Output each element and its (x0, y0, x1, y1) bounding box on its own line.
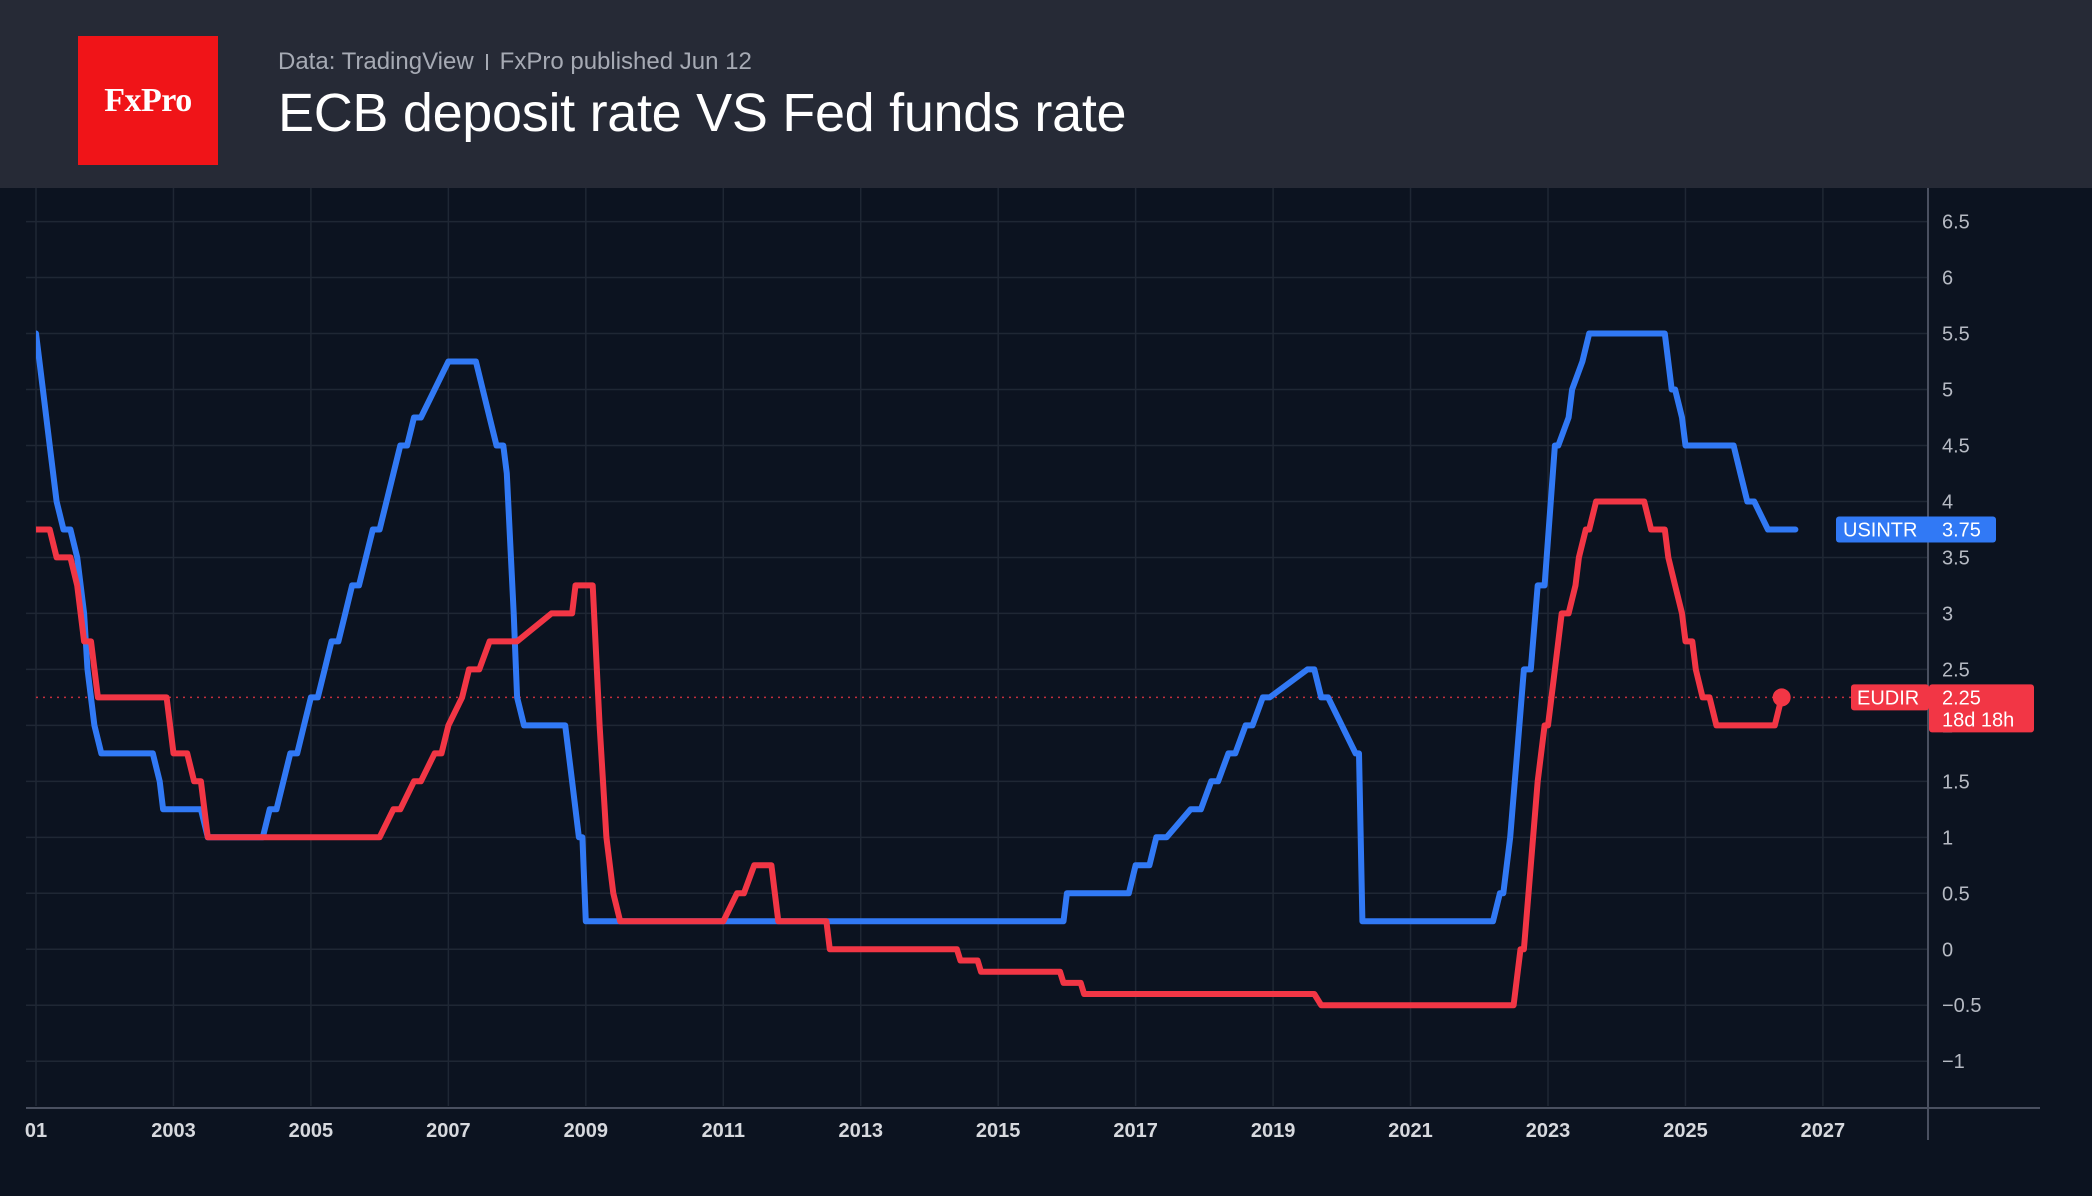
x-tick-label: 2009 (564, 1120, 609, 1142)
line-chart[interactable]: 6.565.554.543.532.521.510.50−0.5−1012003… (0, 188, 2092, 1196)
eudir-badge-value: 2.25 (1942, 687, 1981, 709)
x-tick-label: 2017 (1113, 1120, 1158, 1142)
x-tick-label: 2011 (702, 1120, 745, 1142)
y-tick-label: −1 (1942, 1051, 1965, 1073)
x-tick-label: 01 (25, 1120, 47, 1142)
y-tick-label: 5.5 (1942, 324, 1970, 346)
usintr-badge-value: 3.75 (1942, 519, 1981, 541)
data-source: Data: TradingView (278, 48, 474, 75)
chart-title: ECB deposit rate VS Fed funds rate (278, 83, 1127, 143)
chart-header: FxPro Data: TradingView FxPro published … (0, 0, 2092, 188)
y-tick-label: 5 (1942, 380, 1953, 402)
eudir-badge-name: EUDIR (1857, 687, 1919, 709)
separator (485, 54, 488, 70)
y-tick-label: 1 (1942, 827, 1953, 849)
x-tick-label: 2019 (1251, 1120, 1296, 1142)
eudir-last-point (1772, 688, 1791, 707)
series-group (36, 330, 1799, 1009)
eudir-badge-value-bg (1929, 684, 2034, 733)
x-tick-label: 2025 (1663, 1120, 1708, 1142)
usintr-line (36, 330, 1799, 925)
usintr-badge-name: USINTR (1843, 519, 1917, 541)
y-tick-label: 1.5 (1942, 771, 1970, 793)
logo-text: FxPro (104, 81, 192, 119)
y-tick-label: 0 (1942, 939, 1953, 961)
source-line: Data: TradingView FxPro published Jun 12 (278, 48, 752, 76)
eudir-line (36, 498, 1785, 1009)
x-tick-label: 2005 (289, 1120, 334, 1142)
published-date: FxPro published Jun 12 (499, 48, 752, 75)
y-tick-label: 0.5 (1942, 883, 1970, 905)
x-tick-label: 2021 (1388, 1120, 1433, 1142)
x-tick-label: 2023 (1526, 1120, 1571, 1142)
usintr-badge-bg (1836, 516, 1996, 543)
y-tick-label: 3.5 (1942, 547, 1970, 569)
x-tick-label: 2013 (838, 1120, 883, 1142)
x-tick-label: 2027 (1801, 1120, 1846, 1142)
y-tick-label: 6.5 (1942, 212, 1970, 234)
eudir-badge-countdown: 18d 18h (1942, 709, 2014, 731)
x-tick-label: 2015 (976, 1120, 1021, 1142)
x-tick-label: 2007 (426, 1120, 471, 1142)
y-tick-label: 4 (1942, 491, 1953, 513)
y-tick-label: 4.5 (1942, 435, 1970, 457)
y-tick-label: 3 (1942, 603, 1953, 625)
grid (26, 188, 1928, 1106)
fxpro-logo: FxPro (78, 36, 218, 165)
x-tick-label: 2003 (151, 1120, 196, 1142)
eudir-badge-name-bg (1851, 684, 1929, 711)
y-tick-label: 6 (1942, 268, 1953, 290)
usintr-badge: USINTR 3.75 (1836, 516, 1996, 543)
y-tick-label: −0.5 (1942, 995, 1981, 1017)
y-tick-label: 2.5 (1942, 659, 1970, 681)
